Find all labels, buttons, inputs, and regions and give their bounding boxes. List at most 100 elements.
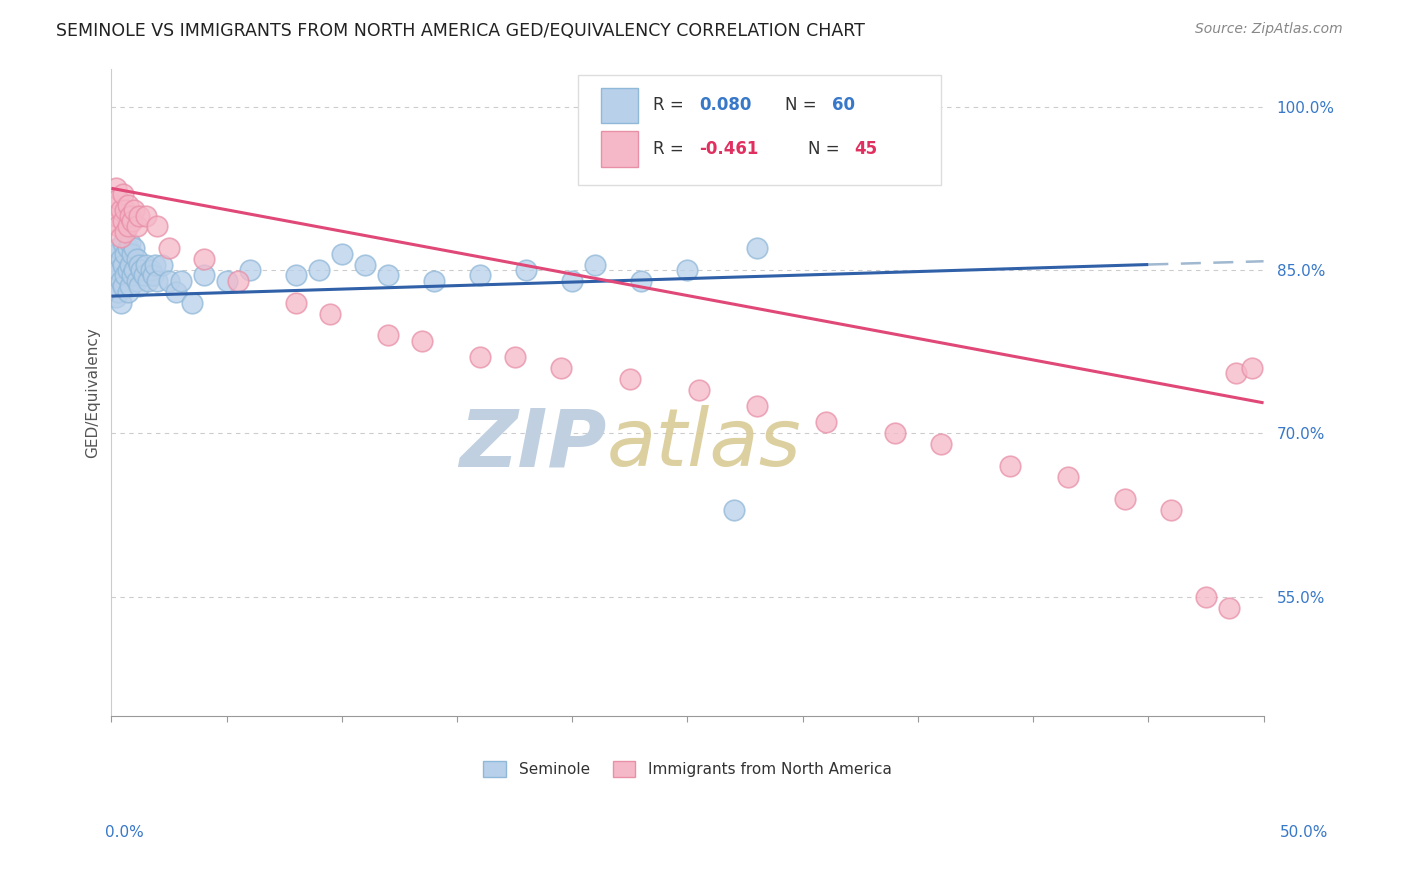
Point bbox=[114, 203, 136, 218]
Point bbox=[193, 268, 215, 283]
Point bbox=[111, 235, 134, 250]
Point bbox=[1195, 590, 1218, 604]
Point bbox=[215, 274, 238, 288]
Point bbox=[135, 258, 157, 272]
Point bbox=[107, 285, 129, 299]
Point bbox=[124, 263, 146, 277]
Point bbox=[105, 209, 128, 223]
Point bbox=[1241, 361, 1264, 376]
Text: 50.0%: 50.0% bbox=[1281, 825, 1329, 840]
Point bbox=[117, 197, 139, 211]
Point bbox=[561, 274, 583, 288]
Point bbox=[117, 285, 139, 299]
Point bbox=[136, 274, 159, 288]
Point bbox=[929, 437, 952, 451]
Point bbox=[107, 192, 129, 206]
Point bbox=[118, 279, 141, 293]
Point bbox=[110, 252, 132, 266]
Text: 0.080: 0.080 bbox=[699, 96, 751, 114]
Point bbox=[139, 263, 162, 277]
Point bbox=[814, 416, 837, 430]
Text: 0.0%: 0.0% bbox=[105, 825, 145, 840]
Point bbox=[135, 209, 157, 223]
Point bbox=[411, 334, 433, 348]
Text: ZIP: ZIP bbox=[460, 405, 607, 483]
Point bbox=[128, 279, 150, 293]
Point bbox=[169, 274, 191, 288]
Point bbox=[107, 263, 129, 277]
FancyBboxPatch shape bbox=[578, 75, 941, 186]
Point bbox=[118, 235, 141, 250]
FancyBboxPatch shape bbox=[602, 87, 638, 123]
Point bbox=[745, 241, 768, 255]
Point bbox=[1218, 600, 1240, 615]
Text: R =: R = bbox=[652, 140, 689, 158]
Point bbox=[105, 268, 128, 283]
Point bbox=[284, 268, 307, 283]
Text: 45: 45 bbox=[855, 140, 877, 158]
Text: 60: 60 bbox=[831, 96, 855, 114]
Point bbox=[146, 219, 169, 234]
Point bbox=[107, 241, 129, 255]
Point bbox=[103, 274, 125, 288]
Point bbox=[111, 258, 134, 272]
Point bbox=[124, 203, 146, 218]
Point bbox=[125, 219, 148, 234]
Point bbox=[111, 214, 134, 228]
Point bbox=[1056, 470, 1078, 484]
Point bbox=[515, 263, 537, 277]
Point bbox=[883, 426, 905, 441]
Text: N =: N = bbox=[808, 140, 845, 158]
Point bbox=[128, 209, 150, 223]
Point bbox=[117, 241, 139, 255]
Point bbox=[308, 263, 330, 277]
Text: R =: R = bbox=[652, 96, 689, 114]
Point bbox=[121, 246, 143, 260]
Point bbox=[150, 258, 173, 272]
Point bbox=[111, 186, 134, 201]
Point bbox=[319, 306, 342, 320]
Point bbox=[125, 274, 148, 288]
Point bbox=[110, 274, 132, 288]
Point bbox=[146, 274, 169, 288]
Point bbox=[377, 268, 399, 283]
Point bbox=[630, 274, 652, 288]
Text: N =: N = bbox=[786, 96, 823, 114]
Legend: Seminole, Immigrants from North America: Seminole, Immigrants from North America bbox=[477, 756, 897, 783]
Point bbox=[377, 328, 399, 343]
Point bbox=[103, 214, 125, 228]
Point bbox=[157, 241, 180, 255]
Text: Source: ZipAtlas.com: Source: ZipAtlas.com bbox=[1195, 22, 1343, 37]
Point bbox=[117, 263, 139, 277]
Point bbox=[117, 219, 139, 234]
Point bbox=[354, 258, 377, 272]
Point bbox=[107, 219, 129, 234]
Point bbox=[121, 214, 143, 228]
Point bbox=[105, 290, 128, 304]
Point bbox=[619, 372, 641, 386]
Point bbox=[105, 181, 128, 195]
Point bbox=[676, 263, 699, 277]
Point bbox=[118, 209, 141, 223]
Point bbox=[118, 258, 141, 272]
Point bbox=[110, 230, 132, 244]
Point bbox=[105, 246, 128, 260]
Point bbox=[124, 241, 146, 255]
Point bbox=[688, 383, 710, 397]
Y-axis label: GED/Equivalency: GED/Equivalency bbox=[86, 327, 100, 458]
Point bbox=[165, 285, 187, 299]
Point bbox=[103, 197, 125, 211]
Point bbox=[193, 252, 215, 266]
Point bbox=[132, 268, 155, 283]
Point bbox=[583, 258, 606, 272]
Point bbox=[181, 295, 204, 310]
Text: SEMINOLE VS IMMIGRANTS FROM NORTH AMERICA GED/EQUIVALENCY CORRELATION CHART: SEMINOLE VS IMMIGRANTS FROM NORTH AMERIC… bbox=[56, 22, 865, 40]
Point bbox=[998, 458, 1021, 473]
Point bbox=[143, 258, 166, 272]
Point bbox=[128, 258, 150, 272]
Point bbox=[1225, 367, 1247, 381]
Point bbox=[723, 502, 745, 516]
Point bbox=[1160, 502, 1182, 516]
Text: -0.461: -0.461 bbox=[699, 140, 758, 158]
Point bbox=[468, 268, 491, 283]
